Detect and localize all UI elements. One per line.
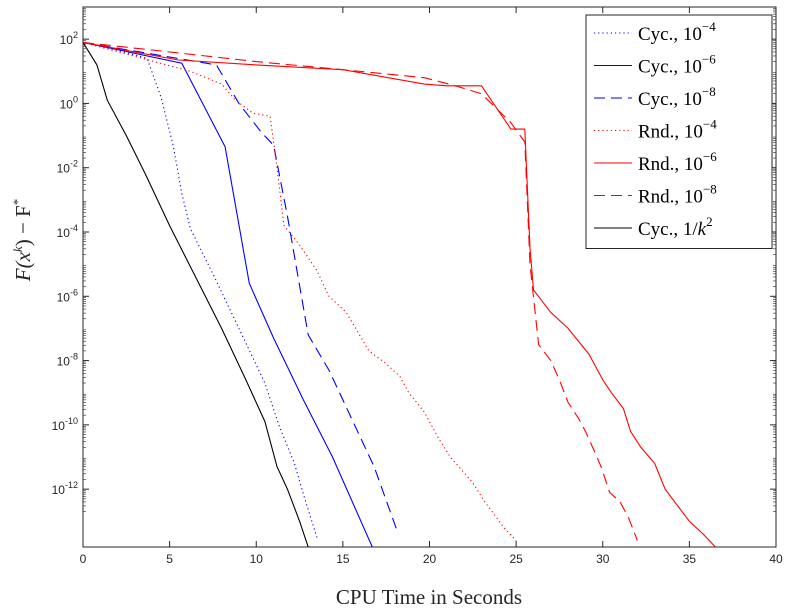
series-line-2 (83, 41, 373, 547)
y-tick-label: 10-10 (52, 416, 78, 433)
legend-box (585, 14, 773, 249)
x-tick-label: 15 (336, 552, 350, 566)
y-tick-label: 102 (60, 30, 78, 47)
series-line-5 (83, 41, 716, 547)
x-tick-label: 20 (423, 552, 437, 566)
legend-label-6: Rnd., 10−8 (638, 182, 717, 208)
x-tick-label: 0 (80, 552, 87, 566)
legend-label-5: Rnd., 10−6 (638, 149, 717, 175)
y-tick-label: 10-12 (52, 480, 78, 497)
y-tick-label: 10-6 (57, 287, 78, 304)
y-tick-label: 10-8 (57, 352, 78, 369)
x-tick-label: 30 (596, 552, 610, 566)
x-tick-label: 10 (250, 552, 264, 566)
legend-label-1: Cyc., 10−4 (638, 19, 716, 45)
x-tick-label: 35 (683, 552, 697, 566)
y-tick-label: 100 (60, 94, 78, 111)
y-axis-title: F(xk) − F* (10, 199, 35, 282)
legend-label-4: Rnd., 10−4 (638, 117, 717, 143)
legend-label-3: Cyc., 10−8 (638, 84, 716, 110)
series-line-7 (83, 42, 309, 547)
legend-label-7: Cyc., 1/k2 (638, 214, 713, 240)
x-tick-label: 5 (166, 552, 173, 566)
series-line-1 (83, 41, 318, 538)
series-line-6 (83, 41, 638, 541)
x-tick-label: 40 (769, 552, 783, 566)
x-axis-title: CPU Time in Seconds (336, 585, 522, 609)
series-line-3 (83, 41, 399, 535)
legend-label-2: Cyc., 10−6 (638, 52, 716, 78)
y-tick-label: 10-2 (57, 159, 78, 176)
x-tick-label: 25 (509, 552, 523, 566)
series-line-4 (83, 41, 517, 541)
y-tick-label: 10-4 (57, 223, 78, 240)
